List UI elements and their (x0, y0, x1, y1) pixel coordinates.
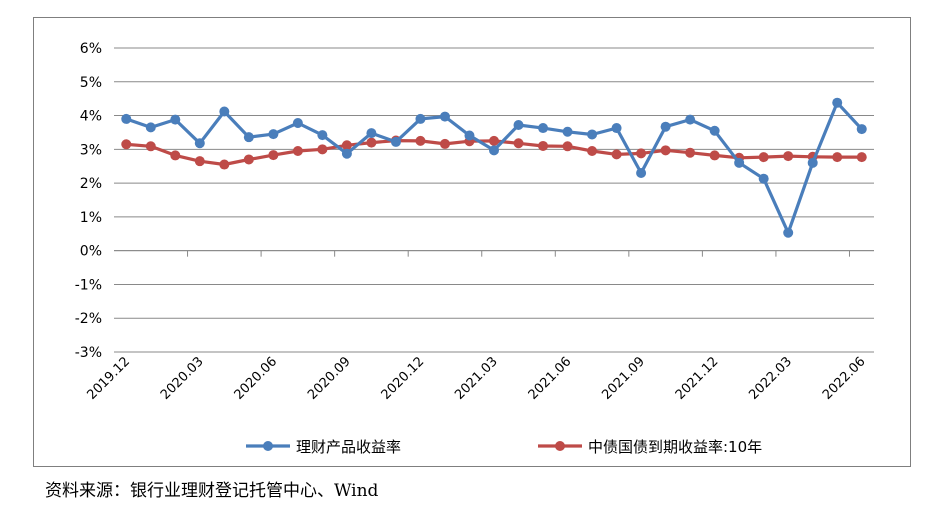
data-point (562, 126, 573, 137)
x-tick-label: 2021.09 (599, 354, 648, 403)
data-point (317, 130, 328, 141)
data-point (317, 144, 328, 155)
y-tick-label: -2% (75, 311, 102, 327)
x-tick-label: 2021.12 (673, 354, 722, 403)
data-point (366, 137, 377, 148)
chart-frame: 6% 5% 4% 3% 2% 1% 0% -1% -2% -3% 2019.12 2020.03 20… (33, 17, 911, 467)
data-point (636, 148, 647, 159)
source-note: 资料来源：银行业理财登记托管中心、Wind (45, 481, 379, 501)
data-point (170, 114, 181, 125)
data-point (415, 135, 426, 146)
data-point (660, 145, 671, 156)
data-point (390, 136, 401, 147)
data-point (685, 147, 696, 158)
data-point (783, 227, 794, 238)
legend-item: 理财产品收益率 (246, 438, 401, 456)
data-point (341, 140, 352, 151)
data-point (660, 121, 671, 132)
series-group (121, 97, 867, 238)
data-point (758, 152, 769, 163)
data-point (341, 148, 352, 159)
y-tick-label: 5% (80, 75, 102, 91)
data-point (562, 141, 573, 152)
data-point (292, 117, 303, 128)
data-point (243, 154, 254, 165)
y-tick-label: 4% (80, 109, 102, 125)
x-tick-label: 2020.12 (379, 354, 428, 403)
data-point (587, 146, 598, 157)
data-point (439, 111, 450, 122)
y-tick-label: 1% (80, 210, 102, 226)
data-point (415, 113, 426, 124)
x-tick-label: 2020.03 (158, 354, 207, 403)
data-point (268, 129, 279, 140)
x-tick-label: 2022.06 (820, 354, 869, 403)
data-point (709, 125, 720, 136)
data-point (709, 150, 720, 161)
data-point (219, 159, 230, 170)
data-point (145, 141, 156, 152)
data-point (292, 146, 303, 157)
y-tick-label: 6% (80, 41, 102, 57)
data-point (243, 132, 254, 143)
data-point (685, 114, 696, 125)
data-point (587, 129, 598, 140)
data-point (489, 135, 499, 146)
y-tick-label: 3% (80, 142, 102, 158)
data-point (513, 120, 524, 131)
grid-lines (114, 47, 874, 353)
x-tick-label: 2022.03 (746, 354, 795, 403)
data-point (538, 123, 549, 134)
data-point (219, 106, 230, 117)
data-point (121, 139, 132, 150)
data-point (268, 150, 279, 161)
data-point (783, 151, 794, 162)
data-point (636, 167, 647, 178)
y-axis-ticks: 6% 5% 4% 3% 2% 1% 0% -1% -2% -3% (75, 41, 102, 361)
legend-label: 理财产品收益率 (296, 438, 401, 456)
legend: 理财产品收益率 中债国债到期收益率:10年 (246, 438, 762, 456)
data-point (807, 157, 818, 168)
data-point (611, 149, 622, 160)
data-point (832, 152, 843, 163)
data-point (734, 157, 745, 168)
series-line (125, 101, 863, 235)
x-tick-label: 2019.12 (84, 354, 133, 403)
data-point (439, 138, 450, 149)
y-tick-label: -3% (75, 345, 102, 361)
data-point (856, 152, 867, 163)
y-tick-label: 0% (80, 244, 102, 260)
legend-marker (555, 441, 565, 451)
x-tick-label: 2020.06 (232, 354, 281, 403)
x-axis: 2019.12 2020.03 2020.06 2020.09 2020.12 2021.… (84, 250, 874, 403)
x-tick-label: 2021.03 (452, 354, 501, 403)
y-tick-label: 2% (80, 176, 102, 192)
data-point (366, 128, 377, 139)
legend-label: 中债国债到期收益率:10年 (588, 438, 762, 456)
data-point (538, 140, 549, 151)
data-point (170, 150, 181, 161)
data-point (194, 138, 205, 149)
series-1 (121, 135, 867, 170)
x-tick-label: 2021.06 (526, 354, 575, 403)
data-point (145, 122, 156, 133)
data-point (194, 156, 205, 167)
data-point (832, 97, 843, 108)
legend-marker (263, 441, 273, 451)
x-tick-label: 2020.09 (305, 354, 354, 403)
data-point (513, 138, 524, 149)
data-point (611, 123, 622, 134)
data-point (489, 145, 499, 156)
data-point (464, 130, 475, 141)
legend-item: 中债国债到期收益率:10年 (538, 438, 762, 456)
series-0 (121, 97, 867, 238)
line-chart: 6%5%4%3%2%1%0%-1%-2%-3% 2019.12 2020.03 20… (75, 41, 874, 456)
data-point (121, 113, 132, 124)
data-point (758, 173, 769, 184)
data-point (856, 124, 867, 135)
y-tick-label: -1% (75, 277, 102, 293)
